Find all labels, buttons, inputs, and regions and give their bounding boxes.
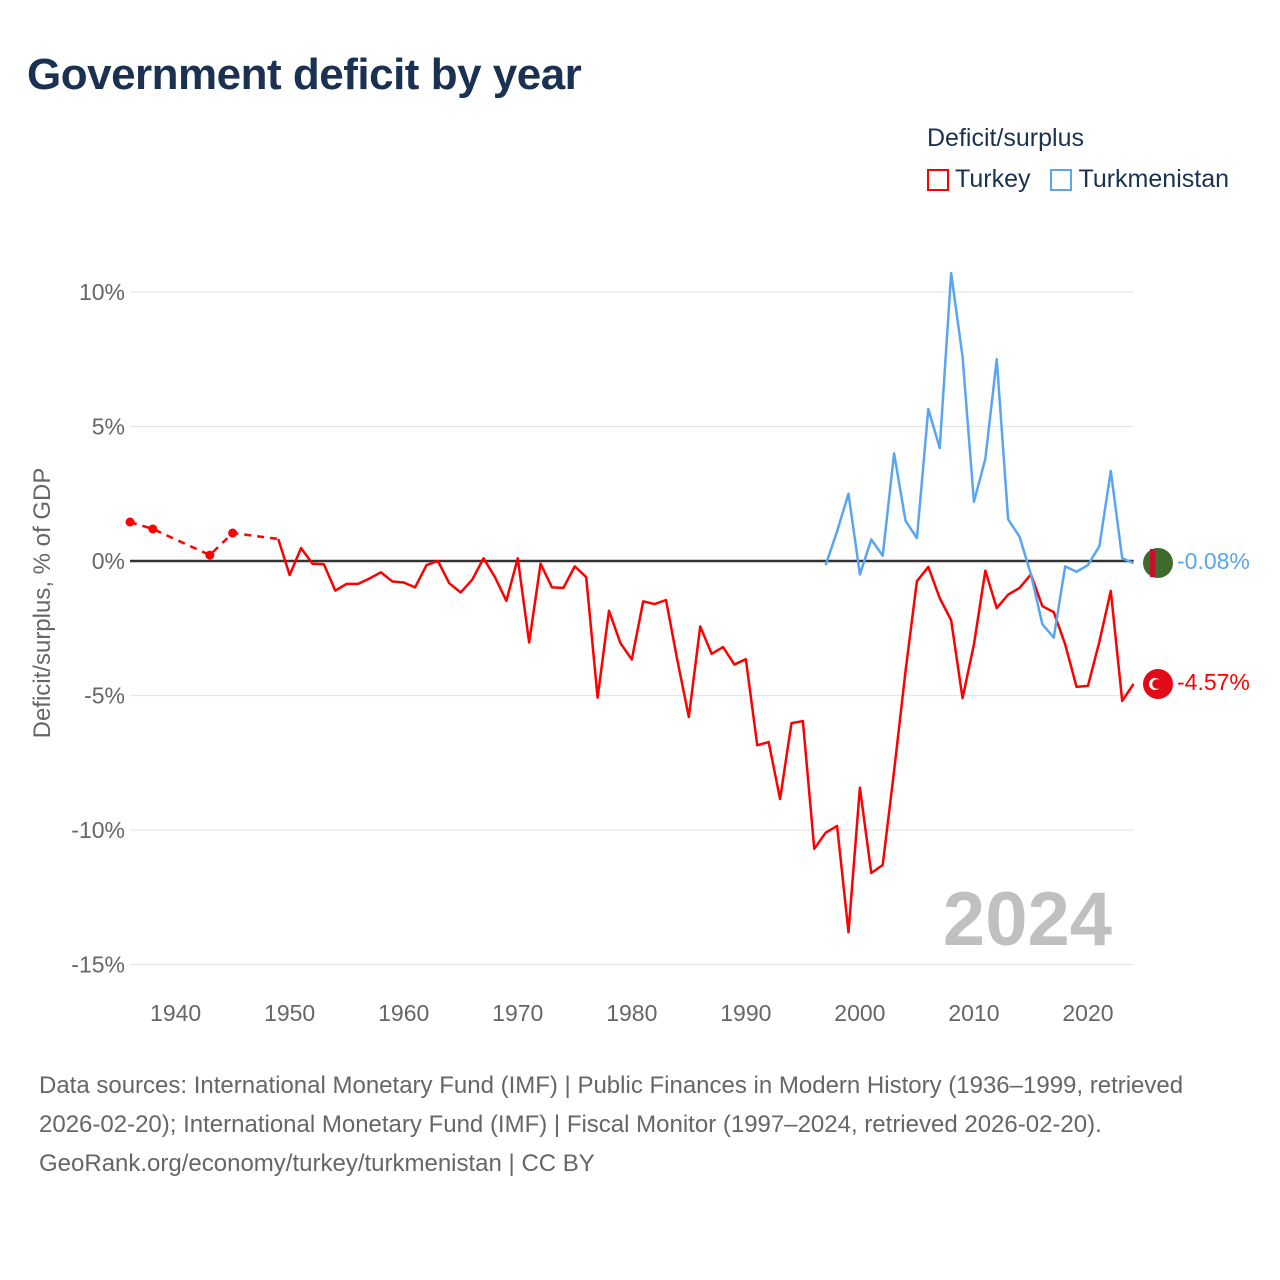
y-tick-label: 0% [92,548,125,574]
data-point-turkey [148,524,158,534]
series-turkmenistan-line [824,271,1135,639]
legend-label: Turkey [955,165,1031,193]
y-axis-label: Deficit/surplus, % of GDP [29,468,56,739]
x-tick-label: 2000 [834,1000,885,1026]
series-turkey-sparse-line [129,520,279,557]
legend-title: Deficit/surplus [927,124,1084,152]
x-tick-label: 1950 [264,1000,315,1026]
y-tick-label: 5% [92,414,125,440]
legend-item-turkmenistan[interactable]: Turkmenistan [1050,165,1229,194]
y-tick-label: -5% [84,683,125,709]
legend-swatch-turkmenistan [1050,168,1073,191]
footer: Data sources: International Monetary Fun… [39,1066,1239,1183]
chart-title: Government deficit by year [27,50,582,99]
turkey-flag-crescent-cut [1152,679,1162,689]
turkmenistan-flag-stripe [1150,549,1155,577]
legend-swatch-turkey [927,168,949,191]
y-tick-label: -10% [71,817,125,843]
y-tick-label: -15% [71,952,125,978]
x-tick-label: 1990 [720,1000,771,1026]
data-point-turkey [205,550,215,560]
x-tick-label: 2010 [948,1000,999,1026]
x-tick-label: 1940 [150,1000,201,1026]
x-tick-label: 1970 [492,1000,543,1026]
data-point-turkey [228,528,238,538]
credit-link[interactable]: GeoRank.org/economy/turkey/turkmenistan … [39,1150,595,1177]
end-label-turkmenistan: -0.08% [1177,548,1250,574]
year-watermark: 2024 [943,877,1112,962]
data-sources: Data sources: International Monetary Fun… [39,1072,1184,1138]
legend-item-turkey[interactable]: Turkey [927,165,1030,194]
series-turkey-line [277,538,1135,934]
y-tick-label: 10% [79,279,125,305]
end-label-turkey: -4.57% [1177,669,1250,695]
data-point-turkey [125,517,135,527]
turkmenistan-flag-icon [1143,548,1173,578]
legend: Turkey Turkmenistan [927,165,1229,194]
x-tick-label: 2020 [1062,1000,1113,1026]
x-tick-label: 1980 [606,1000,657,1026]
legend-label: Turkmenistan [1078,165,1229,193]
x-tick-label: 1960 [378,1000,429,1026]
